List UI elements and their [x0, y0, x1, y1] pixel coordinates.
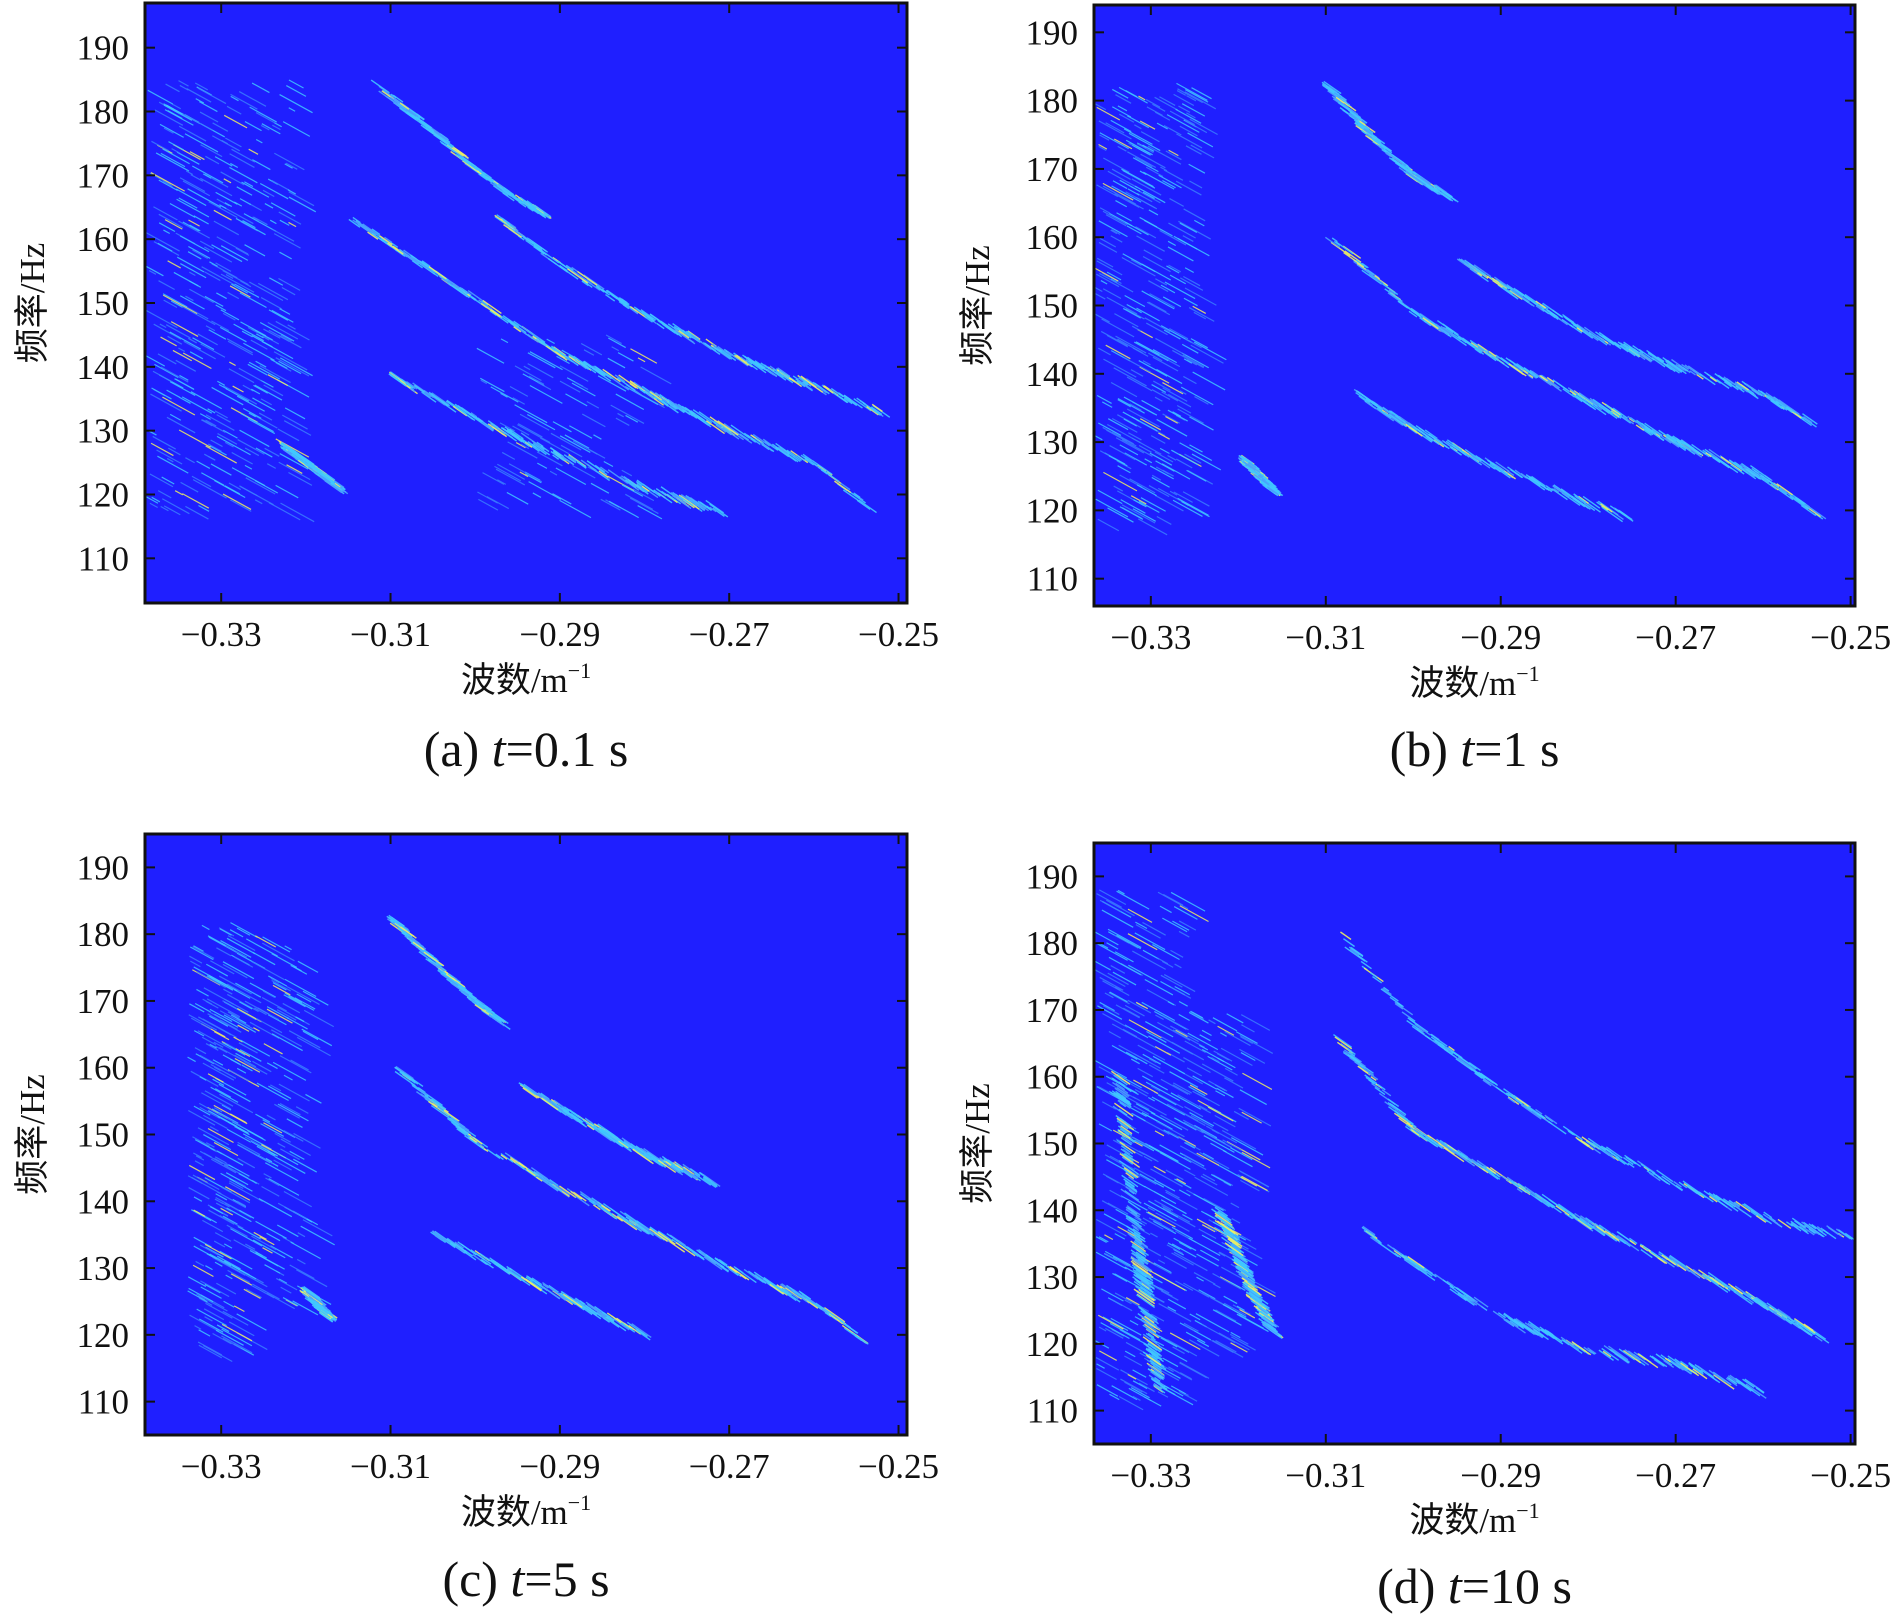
y-tick-label: 170	[77, 982, 130, 1021]
y-tick-label: 140	[77, 1182, 130, 1221]
y-tick-label: 160	[77, 1049, 130, 1088]
chart-c-svg: −0.33 −0.31 −0.29 −0.27 −0.25 110 120 130 140 150…	[0, 807, 945, 1615]
y-tick-label: 130	[77, 1249, 130, 1288]
y-tick-label: 190	[1026, 13, 1079, 52]
y-tick-label: 190	[77, 848, 130, 887]
x-axis-title-base: 波数/m	[1409, 664, 1516, 703]
x-axis-title-sup: −1	[568, 1490, 591, 1515]
y-tick-label: 110	[78, 539, 129, 578]
x-axis-title: 波数/m−1	[461, 1490, 591, 1532]
y-tick-label: 140	[77, 348, 130, 387]
y-tick-label: 140	[1026, 355, 1079, 394]
y-tick-label: 150	[77, 284, 130, 323]
y-tick-label: 110	[1027, 560, 1078, 599]
chart-b-svg: −0.33 −0.31 −0.29 −0.27 −0.25 110 120 130 140 150…	[945, 0, 1890, 807]
x-tick-label: −0.33	[1110, 618, 1191, 657]
caption-value: =1 s	[1474, 721, 1559, 777]
panel-a: −0.33 −0.31 −0.29 −0.27 −0.25 110 120 130 140 150…	[0, 0, 945, 807]
x-tick-label: −0.29	[1460, 618, 1541, 657]
y-axis-title: 频率/Hz	[958, 245, 997, 366]
panel-caption-a: (a) t=0.1 s	[424, 721, 629, 777]
x-tick-label: −0.31	[1285, 618, 1366, 657]
caption-value: =5 s	[524, 1551, 609, 1607]
x-tick-label: −0.29	[519, 615, 600, 654]
y-tick-label: 160	[1026, 218, 1079, 257]
y-tick-label: 130	[77, 412, 130, 451]
chart-d-svg: −0.33−0.31−0.29−0.27−0.25110120130140150…	[945, 807, 1890, 1615]
x-axis-title-base: 波数/m	[461, 1493, 568, 1532]
caption-prefix: (a)	[424, 721, 492, 777]
y-tick-label: 190	[77, 29, 130, 68]
y-tick-label: 130	[1026, 423, 1079, 462]
x-axis-title-base: 波数/m	[461, 661, 568, 700]
caption-variable: t	[492, 721, 507, 777]
x-tick-label: −0.27	[1635, 618, 1716, 657]
y-axis-title: 频率/Hz	[13, 1074, 52, 1195]
panel-b: −0.33 −0.31 −0.29 −0.27 −0.25 110 120 130 140 150…	[945, 0, 1890, 807]
x-tick-label: −0.29	[519, 1447, 600, 1486]
x-tick-label: −0.27	[689, 615, 770, 654]
panel-c: −0.33 −0.31 −0.29 −0.27 −0.25 110 120 130 140 150…	[0, 807, 945, 1615]
caption-prefix: (c)	[442, 1551, 510, 1607]
y-tick-label: 160	[77, 220, 130, 259]
heatmap-background	[1094, 843, 1855, 1444]
caption-prefix: (b)	[1390, 721, 1461, 777]
x-tick-label: −0.33	[181, 1447, 262, 1486]
x-axis-title-sup: −1	[568, 658, 591, 683]
y-tick-label: 170	[77, 156, 130, 195]
x-axis-title: 波数/m−1	[461, 658, 591, 700]
y-tick-label: 180	[77, 93, 130, 132]
y-tick-label: 180	[77, 915, 130, 954]
caption-variable: t	[1460, 721, 1475, 777]
y-tick-label: 120	[1026, 491, 1079, 530]
y-tick-label: 180	[1026, 82, 1079, 121]
y-tick-label: 110	[78, 1383, 129, 1422]
y-axis-title: 频率/Hz	[13, 243, 52, 364]
y-tick-label: 170	[1026, 150, 1079, 189]
y-tick-label: 150	[1026, 287, 1079, 326]
caption-value: =0.1 s	[506, 721, 629, 777]
x-tick-label: −0.25	[1810, 618, 1890, 657]
x-axis-title: 波数/m−1	[1409, 661, 1539, 703]
x-tick-label: −0.33	[181, 615, 262, 654]
x-tick-label: −0.25	[858, 615, 939, 654]
caption-variable: t	[510, 1551, 525, 1607]
x-tick-label: −0.31	[350, 1447, 431, 1486]
y-tick-label: 120	[77, 475, 130, 514]
y-tick-label: 150	[77, 1116, 130, 1155]
x-tick-label: −0.27	[689, 1447, 770, 1486]
chart-a-svg: −0.33 −0.31 −0.29 −0.27 −0.25 110 120 130 140 150…	[0, 0, 945, 807]
x-axis-title-sup: −1	[1516, 661, 1539, 686]
x-tick-label: −0.31	[350, 615, 431, 654]
x-tick-label: −0.25	[858, 1447, 939, 1486]
panel-caption-b: (b) t=1 s	[1390, 721, 1560, 777]
y-tick-label: 120	[77, 1316, 130, 1355]
panel-caption-c: (c) t=5 s	[442, 1551, 609, 1607]
